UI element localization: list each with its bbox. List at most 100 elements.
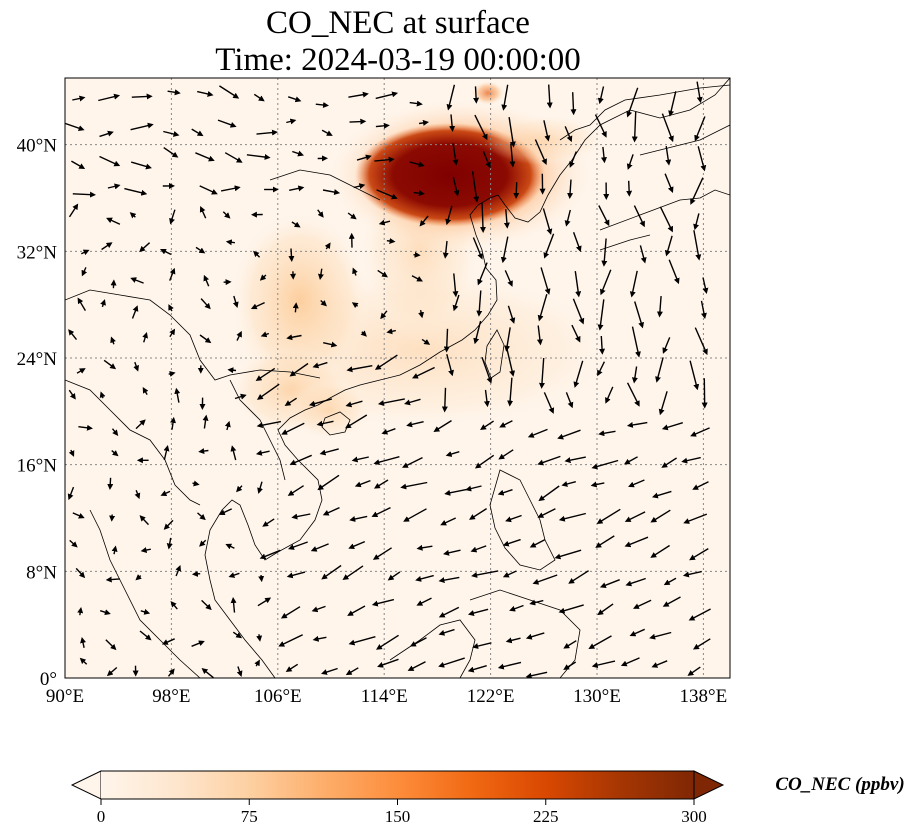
wind-arrow: [629, 628, 645, 637]
wind-arrow: [372, 547, 392, 560]
wind-arrow: [320, 667, 338, 675]
wind-arrow: [386, 238, 396, 244]
wind-arrow: [287, 485, 304, 496]
wind-arrow: [445, 205, 453, 226]
wind-arrow: [259, 549, 281, 560]
wind-arrow: [219, 85, 240, 99]
wind-arrow: [598, 205, 610, 227]
wind-arrow: [373, 479, 389, 489]
wind-arrow: [253, 93, 265, 102]
wind-arrow: [256, 383, 280, 400]
wind-arrow: [288, 541, 308, 550]
wind-arrow: [257, 597, 272, 607]
wind-arrow: [135, 419, 146, 430]
wind-arrow: [594, 114, 607, 138]
wind-arrow: [483, 389, 490, 408]
wind-arrow: [169, 328, 176, 338]
wind-arrow: [599, 335, 606, 355]
wind-arrow: [376, 634, 399, 650]
wind-arrow: [655, 357, 664, 383]
longitude-tick-label: 130°E: [573, 686, 621, 707]
wind-arrow: [601, 238, 608, 267]
wind-arrow: [218, 508, 232, 516]
wind-arrow: [446, 354, 454, 377]
wind-arrow: [166, 537, 173, 550]
wind-arrow: [224, 420, 231, 431]
wind-arrow: [375, 91, 399, 100]
wind-arrow: [558, 512, 586, 522]
wind-arrow: [142, 386, 149, 395]
wind-arrow: [167, 668, 175, 677]
wind-arrow: [452, 143, 459, 166]
wind-arrow: [222, 211, 231, 219]
longitude-tick-labels: 90°E 98°E 106°E 114°E 122°E 130°E 138°E: [46, 686, 727, 707]
wind-arrow: [253, 250, 261, 258]
wind-arrow: [563, 661, 577, 670]
wind-arrow: [217, 119, 237, 128]
wind-arrow: [505, 514, 522, 523]
wind-arrow: [688, 608, 711, 621]
wind-arrow: [649, 631, 672, 640]
wind-arrow: [444, 488, 468, 496]
wind-arrow: [626, 87, 639, 118]
wind-arrow: [503, 209, 510, 229]
wind-arrow: [107, 183, 121, 190]
wind-arrow: [68, 389, 76, 400]
wind-arrow: [700, 300, 707, 320]
colorbar-tick-label: 225: [533, 807, 559, 826]
wind-arrow: [525, 671, 548, 678]
wind-arrow: [387, 571, 401, 581]
wind-arrow: [360, 330, 367, 337]
wind-arrow: [449, 114, 456, 132]
wind-arrow: [81, 267, 88, 277]
wind-arrow: [509, 604, 524, 612]
wind-arrow: [442, 240, 449, 259]
wind-arrow: [600, 269, 612, 296]
wind-arrow: [220, 185, 241, 192]
colorbar-gradient: [101, 771, 694, 799]
wind-arrow: [525, 632, 545, 640]
wind-arrow: [681, 456, 701, 464]
wind-arrow: [418, 309, 425, 319]
wind-arrow: [570, 92, 577, 116]
wind-arrow: [498, 449, 514, 460]
co-concentration-field: [220, 81, 620, 440]
wind-arrow: [588, 635, 612, 649]
latitude-tick-label: 0°: [40, 669, 57, 690]
wind-arrow: [230, 445, 237, 461]
wind-arrow: [260, 331, 270, 338]
map-title: CO_NEC at surface: [266, 5, 530, 41]
wind-arrow: [624, 511, 646, 522]
wind-arrow: [438, 628, 455, 636]
wind-arrow: [438, 606, 460, 618]
wind-arrow: [542, 208, 553, 235]
wind-arrow: [415, 574, 434, 582]
colorbar-tick-label: 150: [385, 807, 411, 826]
wind-arrow: [347, 605, 366, 616]
wind-arrow: [409, 100, 423, 107]
latitude-tick-label: 24°N: [17, 349, 58, 370]
latitude-tick-label: 40°N: [17, 136, 58, 157]
colorbar-extend-max: [693, 770, 725, 800]
wind-arrow: [659, 206, 673, 233]
wind-arrow: [481, 356, 493, 384]
wind-arrow: [160, 490, 171, 496]
wind-arrow: [564, 126, 573, 143]
wind-arrow: [99, 155, 121, 167]
wind-arrow: [140, 608, 151, 615]
wind-arrow: [77, 607, 84, 616]
wind-arrow: [504, 270, 513, 287]
wind-arrow: [537, 455, 561, 466]
latitude-tick-label: 32°N: [17, 242, 58, 263]
longitude-tick-label: 98°E: [152, 686, 190, 707]
wind-arrow: [163, 519, 174, 530]
wind-arrow: [289, 185, 305, 192]
wind-arrow: [386, 328, 396, 335]
wind-arrow: [690, 177, 704, 205]
wind-arrow: [285, 663, 299, 672]
wind-arrow: [665, 145, 672, 166]
wind-arrow: [312, 361, 328, 369]
wind-arrow: [658, 391, 668, 416]
wind-arrow: [354, 479, 371, 488]
